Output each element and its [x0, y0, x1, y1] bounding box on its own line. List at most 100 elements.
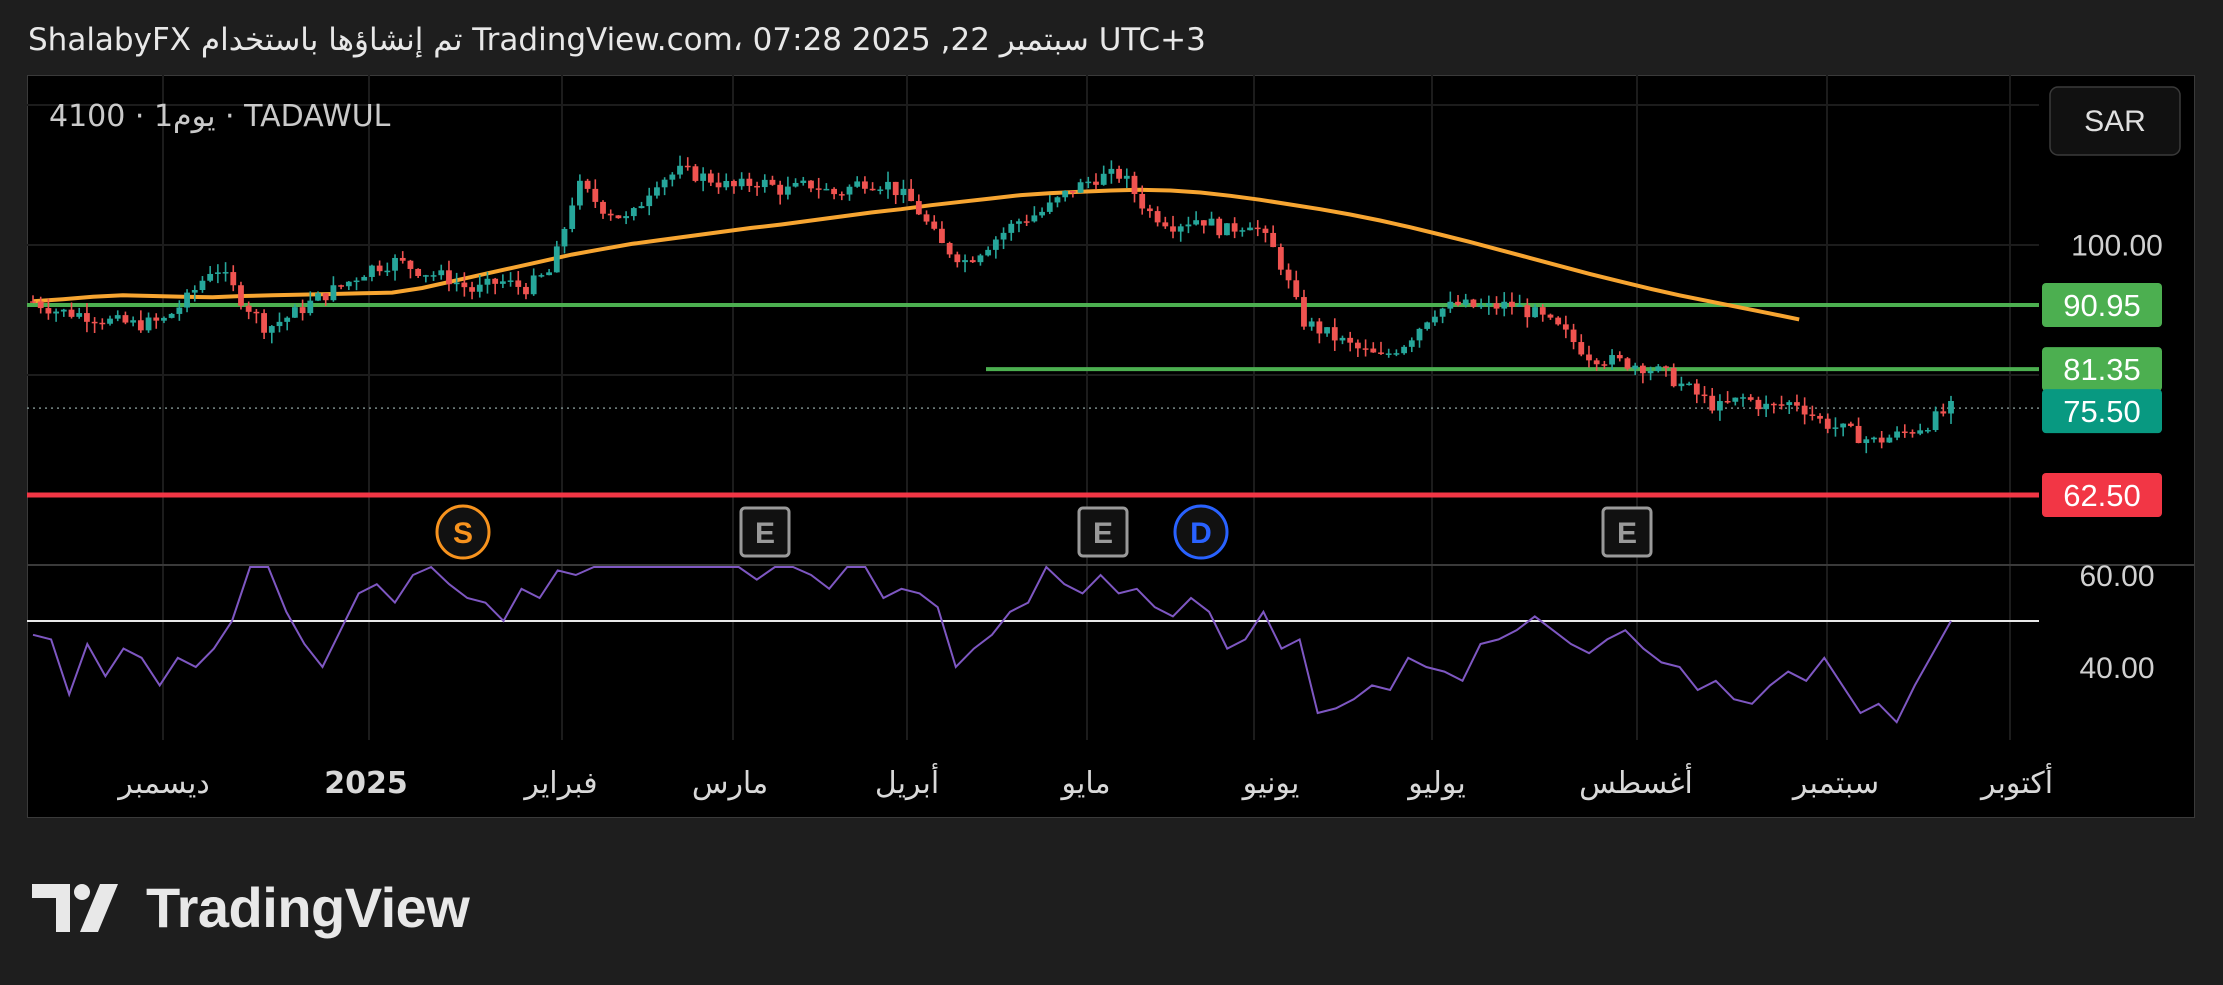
candle [1077, 178, 1084, 194]
tradingview-logo[interactable]: TradingView [32, 875, 470, 940]
candle-body [954, 254, 961, 263]
candle-body [392, 257, 398, 271]
event-marker-earnings[interactable]: E [1077, 506, 1129, 558]
candle [523, 282, 529, 300]
candle [1432, 310, 1438, 326]
candle-body [238, 285, 244, 306]
price-tick-label: 100.00 [2071, 230, 2163, 263]
candle [1747, 394, 1754, 402]
candle [453, 272, 460, 292]
event-marker-earnings[interactable]: E [739, 506, 791, 558]
candle [1516, 294, 1523, 307]
candle [1270, 225, 1277, 248]
candle [646, 187, 653, 216]
candle-body [1878, 437, 1885, 443]
candle-body [1894, 431, 1900, 438]
candle-body [1424, 322, 1431, 329]
candle [784, 176, 791, 200]
candle-body [338, 285, 345, 287]
candle [268, 325, 275, 344]
candle [253, 308, 260, 324]
candle-body [754, 185, 760, 188]
candle [322, 292, 329, 306]
candle-body [885, 181, 891, 190]
event-marker-split[interactable]: S [435, 504, 491, 560]
candle [1308, 317, 1315, 331]
candle [1940, 403, 1947, 417]
candle [1717, 394, 1723, 421]
price-badge: 81.35 [2042, 347, 2162, 392]
candle [1501, 292, 1508, 317]
candle-body [769, 179, 776, 185]
candle [1855, 417, 1862, 444]
candle-body [1301, 297, 1307, 327]
candle-body [738, 178, 745, 187]
currency-button[interactable]: SAR [2049, 86, 2181, 156]
candle-body [985, 249, 992, 256]
time-tick-label: سبتمبر [1791, 766, 1879, 801]
candle-body [1555, 317, 1562, 325]
candle [831, 187, 837, 200]
time-axis: ديسمبر 2025 فبراير مارس أبريل مايو يونيو يوليو أ… [116, 762, 2053, 801]
event-marker-dividend[interactable]: D [1173, 504, 1229, 560]
candle [1609, 349, 1615, 371]
candle [1770, 402, 1777, 414]
candle [892, 181, 899, 205]
candle-body [1547, 314, 1554, 318]
candle [461, 272, 468, 297]
candle-body [1786, 402, 1793, 406]
candle-body [1216, 218, 1223, 236]
candle-body [715, 182, 722, 188]
candle [1385, 348, 1392, 358]
candle [1069, 190, 1076, 198]
candle-body [908, 188, 915, 202]
candle-body [37, 301, 44, 309]
candle [707, 169, 714, 187]
candle [1817, 413, 1823, 424]
candle-body [915, 201, 922, 215]
candle-body [161, 317, 167, 321]
candle [161, 316, 167, 324]
candle [1686, 381, 1693, 386]
candle-body [1516, 305, 1523, 307]
candle-body [1170, 226, 1176, 232]
candle [569, 197, 576, 233]
event-marker-earnings[interactable]: E [1601, 506, 1653, 558]
candle-body [168, 313, 175, 318]
event-marker-frame [739, 506, 791, 558]
price-badge-box [2042, 473, 2162, 517]
chart-panel[interactable] [27, 75, 2195, 818]
candle-body [931, 221, 938, 229]
candle-body [838, 194, 845, 196]
candle-body [276, 321, 283, 327]
candle-body [900, 188, 907, 196]
time-tick-label: مايو [1059, 766, 1110, 801]
candle-body [1632, 365, 1639, 369]
candle-body [1254, 227, 1261, 230]
candle-body [1062, 190, 1069, 198]
candle-body [923, 214, 930, 222]
candle [1393, 349, 1400, 357]
candle-body [291, 307, 298, 318]
candle-body [784, 186, 791, 195]
candle-body [1824, 418, 1831, 429]
candle [823, 183, 830, 191]
candle [1740, 393, 1746, 407]
candle-body [484, 278, 491, 285]
candle-body [731, 180, 737, 187]
candle [1524, 298, 1531, 328]
candle-body [361, 276, 368, 281]
candle [476, 274, 483, 298]
candle-body [1539, 307, 1546, 315]
candle-body [1663, 366, 1669, 368]
candle [1732, 397, 1739, 406]
candle [1139, 185, 1146, 215]
candle [731, 179, 737, 194]
candle-body [492, 278, 499, 284]
candle-body [1154, 211, 1161, 223]
candle [1401, 345, 1408, 355]
candle-body [1840, 423, 1847, 428]
candle-body [1123, 175, 1130, 179]
candle-body [1408, 340, 1415, 347]
price-chart[interactable]: 100.00 60.00 40.00 ديسمبر 2025 فبراير مارس أبر… [27, 75, 2195, 818]
